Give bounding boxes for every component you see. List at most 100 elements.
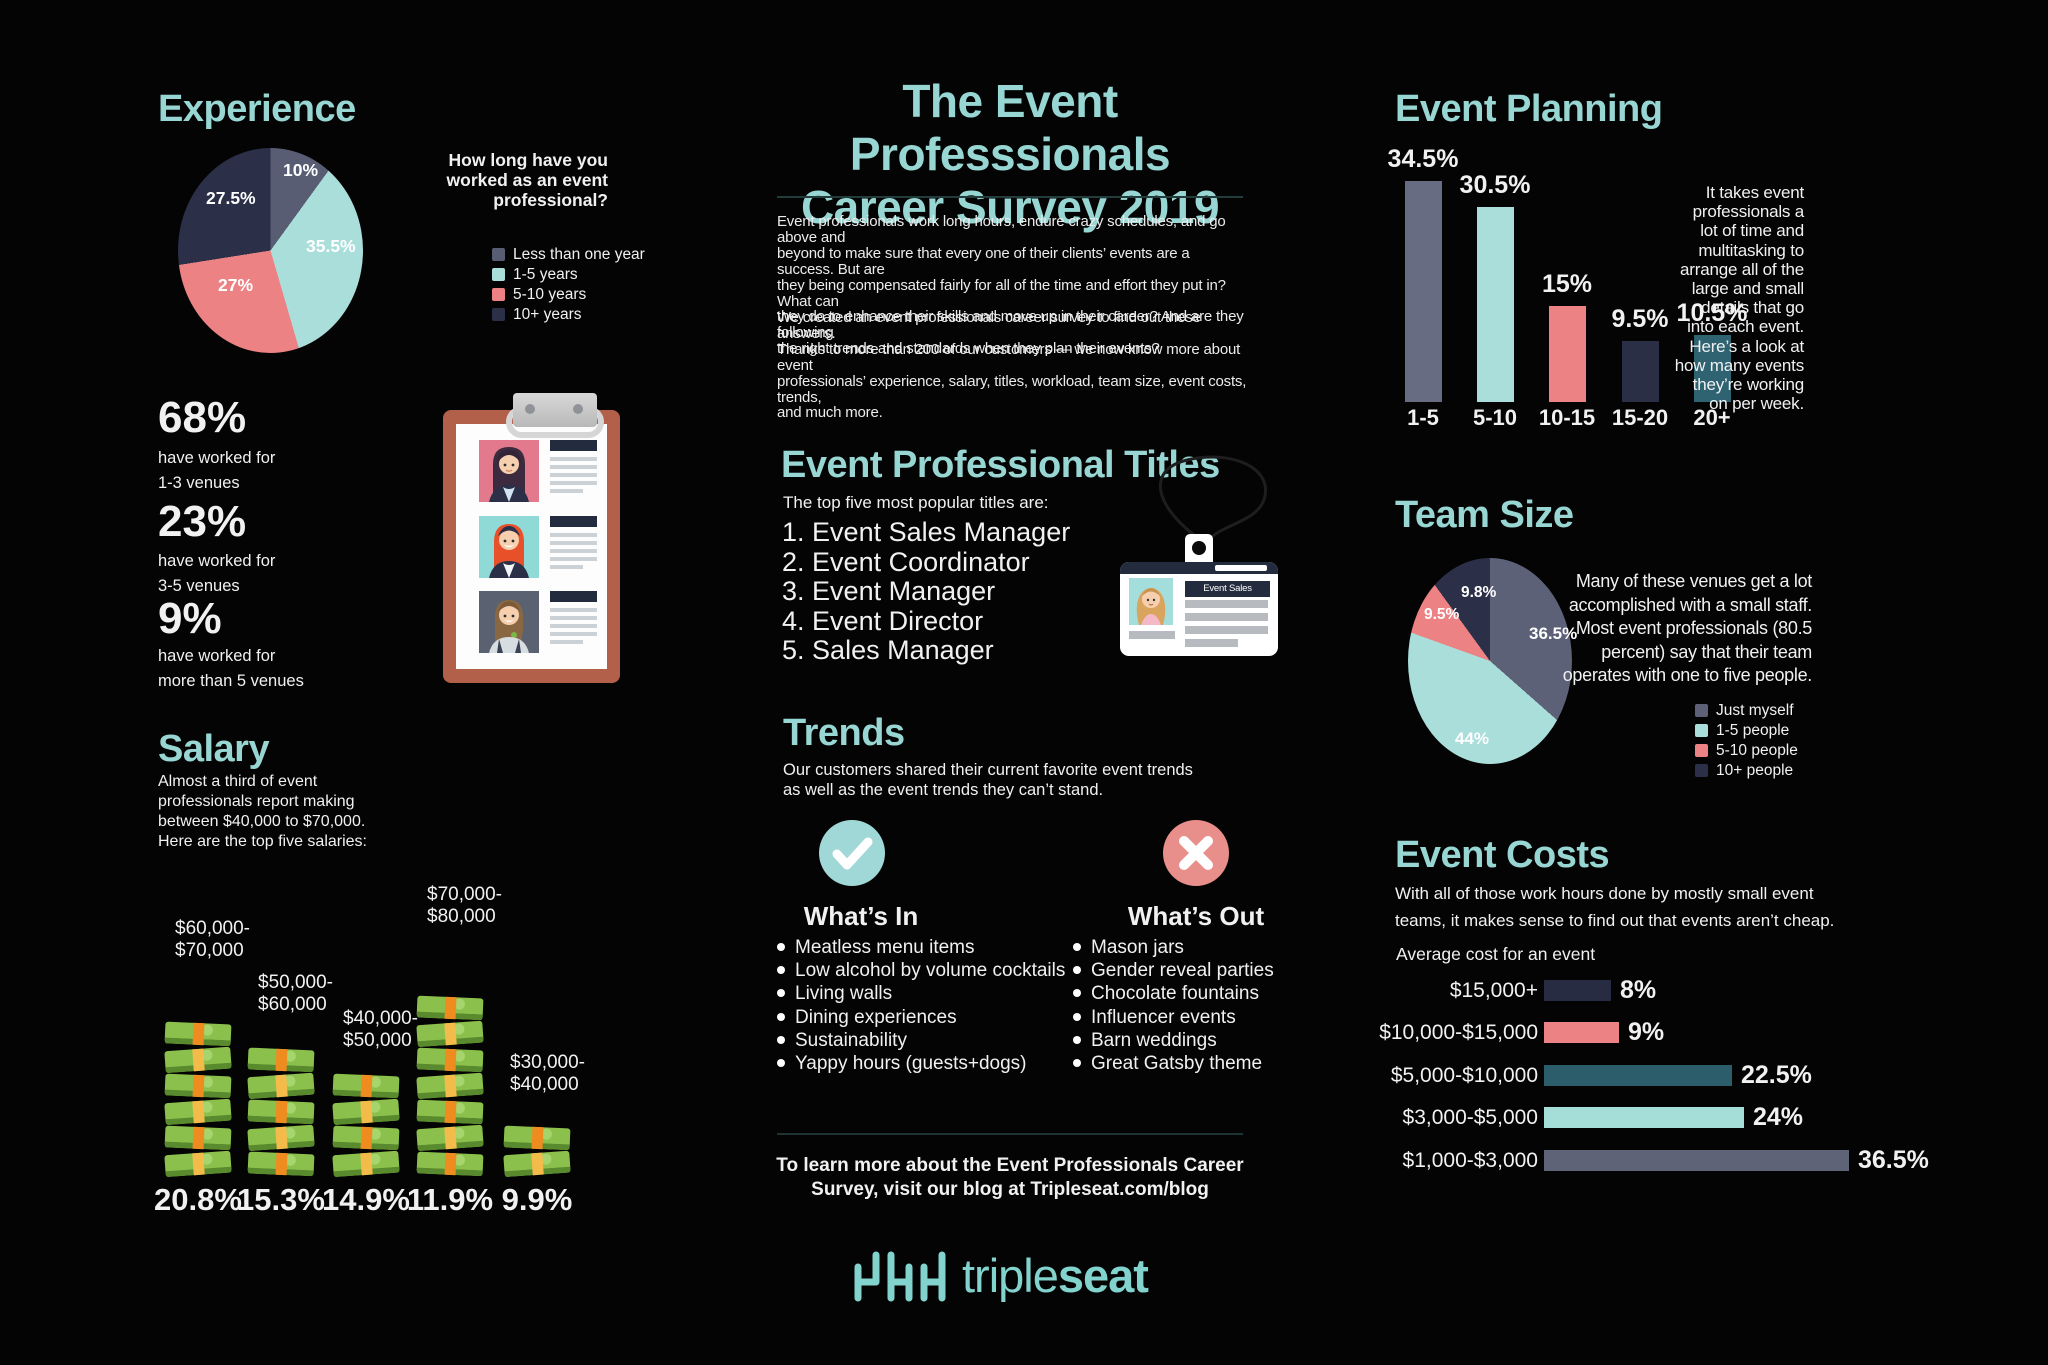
- venues-stat-desc: have worked for more than 5 venues: [158, 647, 304, 690]
- badge-lanyard-cord-icon: [1158, 455, 1267, 540]
- money-bundle-icon: [332, 1150, 400, 1178]
- ec-bar-row: $10,000-$15,000 9%: [1330, 1018, 1664, 1046]
- badge-illustration: Event Sales Manager: [1120, 562, 1278, 656]
- legend-item: Just myself: [1695, 702, 1798, 719]
- clipboard-avatar-3: [479, 591, 539, 653]
- legend-swatch-icon: [492, 268, 505, 281]
- event-planning-desc: It takes event professionals a lot of ti…: [1674, 183, 1804, 414]
- team-size-desc: Many of these venues get a lot accomplis…: [1562, 571, 1813, 685]
- ep-bar-column: 34.5%: [1386, 145, 1460, 402]
- legend-item: 1-5 people: [1695, 722, 1798, 739]
- ep-bar: [1693, 335, 1731, 402]
- clipboard-avatar-1: [479, 440, 539, 502]
- salary-pct-label: 20.8%: [154, 1182, 242, 1217]
- ep-bar-category: 5-10: [1472, 405, 1518, 430]
- money-bundle-icon: [416, 1047, 484, 1073]
- clipboard-avatar-2: [479, 516, 539, 578]
- legend-swatch-icon: [1695, 744, 1708, 757]
- ep-bar-category: 15-20: [1611, 405, 1669, 430]
- legend-swatch-icon: [1695, 764, 1708, 777]
- salary-heading: Salary: [158, 728, 270, 770]
- team-size-heading: Team Size: [1395, 494, 1574, 536]
- event-planning-heading: Event Planning: [1395, 88, 1663, 130]
- titles-intro: The top five most popular titles are:: [783, 493, 1049, 512]
- money-bundle-icon: [416, 995, 484, 1021]
- badge-title: Event Sales Manager: [1185, 581, 1270, 610]
- money-stack-chart-bar: [326, 1071, 406, 1178]
- footer-divider: [777, 1133, 1243, 1135]
- title-item: Sales Manager: [812, 635, 994, 665]
- experience-legend: Less than one year 1-5 years 5-10 years …: [492, 246, 645, 323]
- trends-desc: Our customers shared their current favor…: [783, 761, 1193, 799]
- whats-in-title: What’s In: [803, 901, 919, 931]
- ep-bar: [1404, 181, 1442, 402]
- whats-out-title: What’s Out: [1127, 901, 1265, 931]
- salary-range-label: $40,000- $50,000: [343, 1008, 419, 1051]
- intro-paragraph-2: We created an event professionals career…: [777, 309, 1247, 422]
- ec-bar-value: 9%: [1628, 1018, 1665, 1046]
- ep-bar-value: 15%: [1541, 270, 1593, 298]
- trend-item: Barn weddings: [1073, 1029, 1274, 1052]
- money-bundle-icon: [416, 1124, 484, 1152]
- experience-question: How long have you worked as an event pro…: [446, 150, 608, 210]
- experience-slice-label: 10%: [283, 160, 319, 180]
- trend-item: Gender reveal parties: [1073, 959, 1274, 982]
- money-bundle-icon: [164, 1150, 232, 1178]
- money-bundle-icon: [247, 1124, 315, 1152]
- badge-avatar: [1129, 578, 1173, 625]
- tripleseat-logo-icon: [854, 1251, 946, 1302]
- team-size-legend: Just myself 1-5 people 5-10 people 10+ p…: [1695, 702, 1798, 779]
- money-bundle-icon: [416, 1151, 484, 1177]
- ec-bar-row: $15,000+ 8%: [1330, 976, 1656, 1004]
- legend-item: 5-10 years: [492, 286, 645, 303]
- ep-bar-value: 34.5%: [1387, 145, 1459, 173]
- whats-out-list: Mason jars Gender reveal parties Chocola…: [1073, 936, 1274, 1075]
- clipboard-doc-text: [550, 591, 597, 644]
- salary-pct-label: 11.9%: [406, 1182, 494, 1217]
- ep-bar: [1476, 207, 1514, 402]
- title-item: Event Director: [812, 605, 984, 636]
- team-slice-label: 9.5%: [1424, 606, 1460, 623]
- venues-stat-desc: have worked for 3-5 venues: [158, 552, 276, 595]
- venues-stat-pct: 9%: [158, 594, 222, 643]
- experience-slice-label: 27%: [218, 275, 254, 295]
- money-bundle-icon: [247, 1072, 315, 1100]
- money-bundle-icon: [164, 1046, 232, 1074]
- venues-stat-pct: 68%: [158, 393, 247, 442]
- experience-slice-label: 35.5%: [306, 236, 356, 256]
- ec-bar-label: $15,000+: [1449, 978, 1538, 1002]
- trend-item: Mason jars: [1073, 936, 1274, 959]
- legend-swatch-icon: [492, 248, 505, 261]
- legend-swatch-icon: [492, 288, 505, 301]
- salary-pct-label: 14.9%: [322, 1182, 410, 1217]
- trend-item: Great Gatsby theme: [1073, 1052, 1274, 1075]
- experience-pie-chart: [178, 148, 363, 353]
- ec-bar-value: 22.5%: [1741, 1061, 1812, 1089]
- ep-bar-category: 10-15: [1538, 405, 1596, 430]
- money-bundle-icon: [332, 1125, 400, 1151]
- ep-bar-column: 10.5%: [1675, 299, 1749, 402]
- experience-slice-label: 27.5%: [206, 188, 256, 208]
- ep-bar-column: 9.5%: [1603, 305, 1677, 402]
- legend-item: 10+ people: [1695, 762, 1798, 779]
- money-stack-chart-bar: [241, 1045, 321, 1177]
- money-bundle-icon: [503, 1150, 571, 1178]
- ep-bar-value: 9.5%: [1611, 305, 1669, 333]
- check-icon: [819, 820, 885, 886]
- ec-bar: [1544, 1107, 1744, 1128]
- whats-in-list: Meatless menu items Low alcohol by volum…: [777, 936, 1065, 1075]
- legend-swatch-icon: [492, 308, 505, 321]
- trends-heading: Trends: [783, 712, 905, 754]
- salary-desc: Almost a third of event professionals re…: [158, 773, 367, 850]
- trend-item: Sustainability: [777, 1029, 1065, 1052]
- money-bundle-icon: [416, 1020, 484, 1048]
- salary-range-label: $50,000- $60,000: [258, 972, 334, 1015]
- event-costs-heading: Event Costs: [1395, 834, 1610, 876]
- ep-bar-value: 30.5%: [1459, 171, 1531, 199]
- money-stack-chart-bar: [497, 1123, 577, 1178]
- title-item: Event Sales Manager: [812, 517, 1071, 547]
- legend-item: Less than one year: [492, 246, 645, 263]
- trend-item: Influencer events: [1073, 1006, 1274, 1029]
- legend-item: 10+ years: [492, 306, 645, 323]
- title-item: Event Coordinator: [812, 546, 1030, 577]
